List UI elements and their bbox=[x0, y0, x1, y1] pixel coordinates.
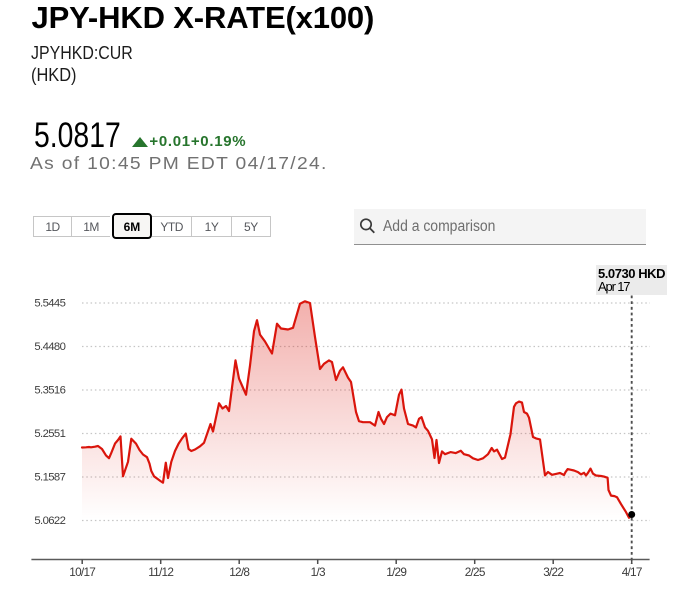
svg-text:2/25: 2/25 bbox=[465, 565, 486, 579]
svg-text:5.5445: 5.5445 bbox=[34, 298, 65, 310]
svg-text:12/8: 12/8 bbox=[229, 565, 250, 579]
svg-text:4/17: 4/17 bbox=[622, 565, 642, 579]
svg-text:11/12: 11/12 bbox=[148, 565, 173, 579]
svg-text:5.3516: 5.3516 bbox=[34, 385, 65, 397]
svg-text:5.1587: 5.1587 bbox=[34, 472, 65, 484]
svg-text:1/29: 1/29 bbox=[386, 565, 406, 579]
svg-text:5.0622: 5.0622 bbox=[34, 515, 65, 527]
svg-text:10/17: 10/17 bbox=[69, 565, 95, 579]
svg-text:5.4480: 5.4480 bbox=[34, 341, 65, 353]
svg-text:5.2551: 5.2551 bbox=[34, 428, 65, 440]
svg-text:1/3: 1/3 bbox=[311, 565, 326, 579]
svg-text:3/22: 3/22 bbox=[543, 565, 563, 579]
